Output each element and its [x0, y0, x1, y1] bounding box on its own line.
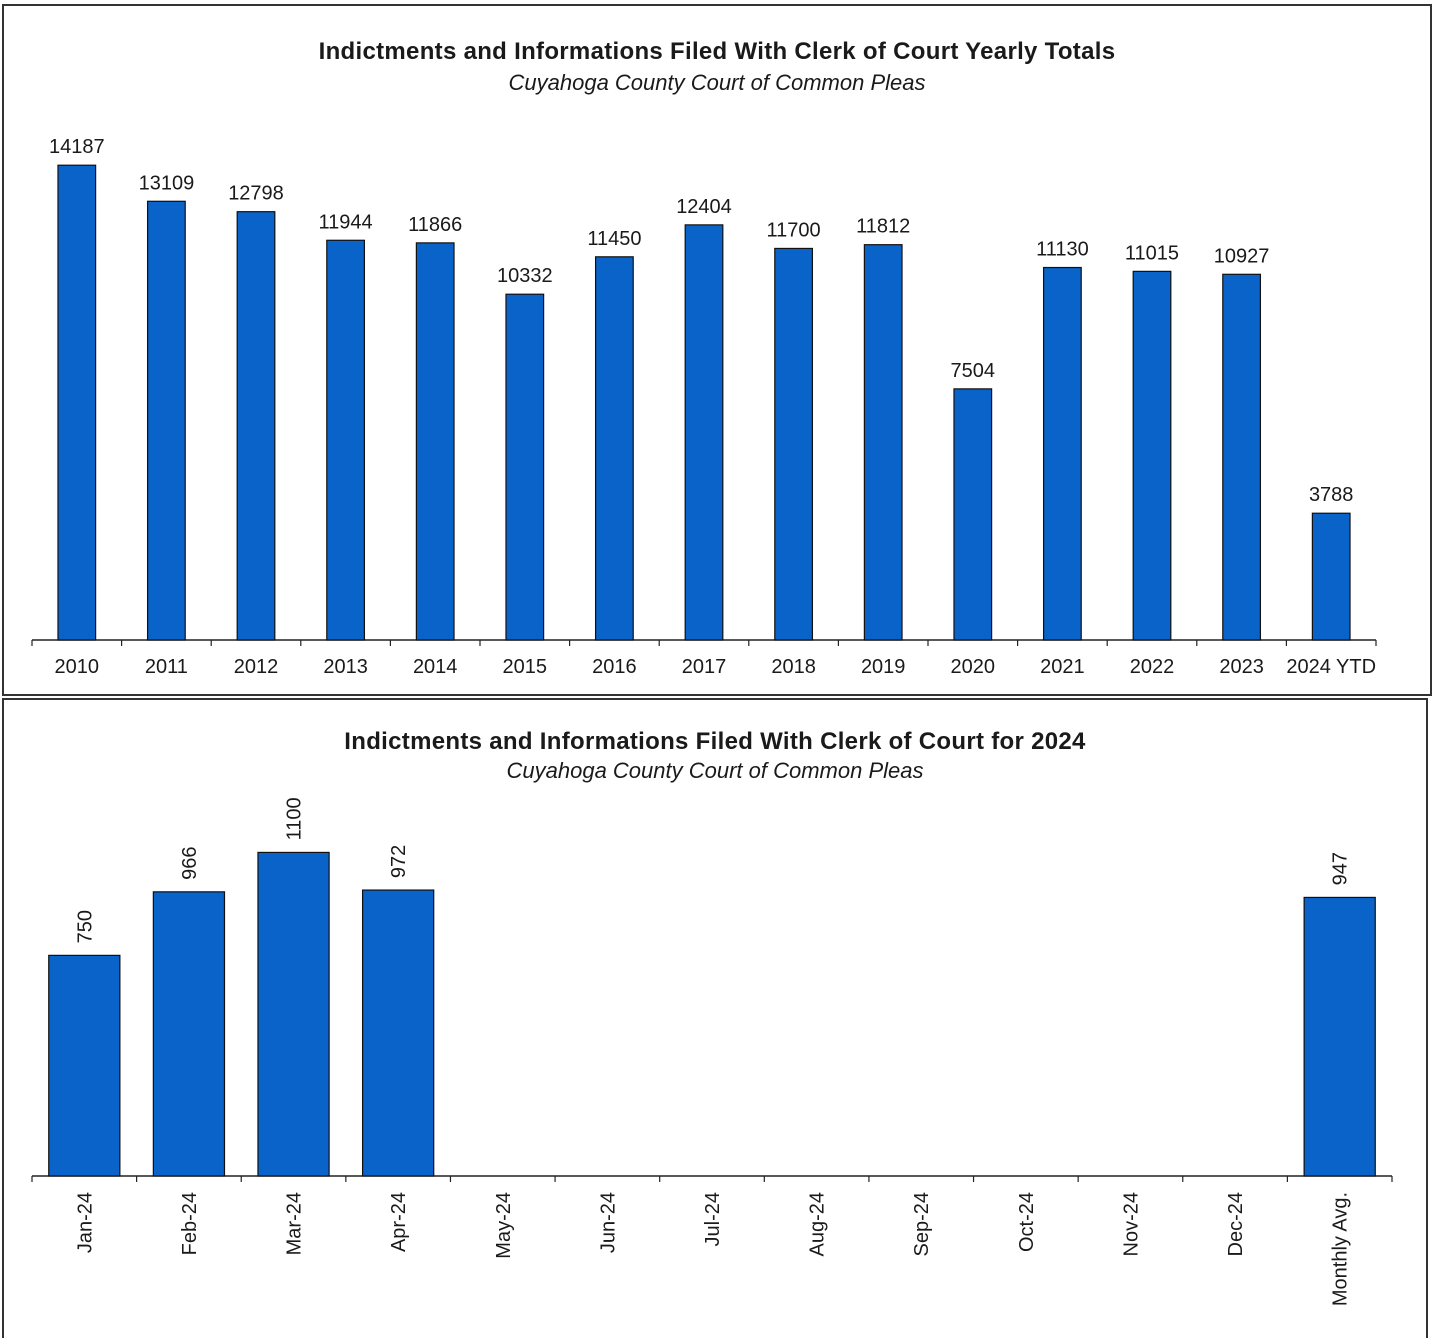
x-tick-label: Monthly Avg.: [1330, 1192, 1352, 1306]
data-label: 11015: [1125, 242, 1179, 264]
data-label: 11812: [856, 216, 910, 238]
x-tick-label: 2014: [413, 656, 458, 678]
yearly-bar-chart: 14187 2010 13109 2011 12798 2012 11944 2013 1186…: [31, 136, 1377, 678]
bar: [57, 164, 97, 641]
x-tick-label: Aug-24: [807, 1192, 829, 1257]
x-tick-label: Oct-24: [1016, 1192, 1038, 1252]
data-label: 12798: [228, 183, 284, 205]
monthly-chart-panel: Indictments and Informations Filed With …: [2, 698, 1428, 1338]
chart-title: Indictments and Informations Filed With …: [318, 38, 1116, 65]
x-tick-label: 2017: [682, 656, 727, 678]
x-tick-label: 2023: [1219, 656, 1264, 678]
x-tick-label: 2022: [1130, 656, 1175, 678]
yearly-chart-panel: Indictments and Informations Filed With …: [2, 4, 1432, 696]
x-tick-label: 2018: [771, 656, 816, 678]
bar: [326, 239, 366, 641]
x-tick-label: 2011: [145, 656, 188, 678]
chart-title: Indictments and Informations Filed With …: [344, 728, 1086, 755]
x-tick-label: 2021: [1040, 656, 1085, 678]
monthly-bar-chart: 750 Jan-24 966 Feb-24 1100 Mar-24 972 Apr-24 May…: [31, 797, 1393, 1306]
bar: [361, 889, 435, 1177]
x-tick-label: Sep-24: [911, 1192, 933, 1257]
data-label: 11866: [408, 214, 462, 236]
data-label: 10332: [497, 265, 553, 287]
x-tick-label: 2010: [55, 656, 100, 678]
x-tick-label: Jun-24: [597, 1192, 619, 1253]
data-label: 13109: [139, 172, 195, 194]
data-label: 966: [179, 846, 201, 879]
bar: [1222, 273, 1262, 641]
bar: [1303, 896, 1376, 1177]
x-tick-label: Apr-24: [388, 1192, 410, 1252]
bar: [236, 211, 276, 641]
x-tick-label: 2024 YTD: [1286, 656, 1376, 678]
data-label: 11700: [767, 219, 821, 241]
bar: [953, 388, 993, 641]
data-label: 11944: [319, 211, 373, 233]
data-label: 14187: [49, 136, 105, 158]
x-tick-label: Jul-24: [702, 1192, 724, 1246]
bar: [257, 851, 330, 1177]
x-tick-label: Jan-24: [74, 1192, 96, 1253]
bar: [1311, 512, 1351, 641]
chart-subtitle: Cuyahoga County Court of Common Pleas: [508, 70, 926, 95]
data-label: 1100: [284, 797, 306, 840]
x-tick-label: Mar-24: [284, 1192, 306, 1255]
x-tick-label: 2020: [951, 656, 996, 678]
x-tick-label: Nov-24: [1120, 1192, 1142, 1256]
bar: [1042, 266, 1082, 641]
data-label: 11130: [1036, 239, 1089, 261]
bar: [505, 293, 545, 641]
x-tick-label: 2016: [592, 656, 637, 678]
data-label: 7504: [951, 360, 996, 382]
data-label: 12404: [676, 196, 732, 218]
chart-subtitle: Cuyahoga County Court of Common Pleas: [506, 758, 924, 783]
data-label: 972: [388, 845, 410, 878]
x-tick-label: 2015: [503, 656, 548, 678]
data-label: 10927: [1214, 245, 1270, 267]
bar: [1132, 270, 1172, 641]
bar: [415, 242, 455, 641]
data-label: 947: [1330, 852, 1352, 885]
bar: [48, 954, 121, 1177]
x-tick-label: 2012: [234, 656, 279, 678]
data-label: 750: [74, 910, 96, 943]
bar: [863, 244, 903, 641]
data-label: 3788: [1309, 484, 1354, 506]
bar: [774, 247, 814, 641]
data-label: 11450: [587, 228, 641, 250]
x-tick-label: 2013: [323, 656, 368, 678]
x-tick-label: May-24: [493, 1192, 515, 1259]
bar: [594, 256, 634, 641]
bar: [684, 224, 724, 641]
x-tick-label: Dec-24: [1225, 1192, 1247, 1256]
x-tick-label: Feb-24: [179, 1192, 201, 1255]
bar: [152, 891, 226, 1177]
x-tick-label: 2019: [861, 656, 906, 678]
bar: [146, 200, 186, 641]
